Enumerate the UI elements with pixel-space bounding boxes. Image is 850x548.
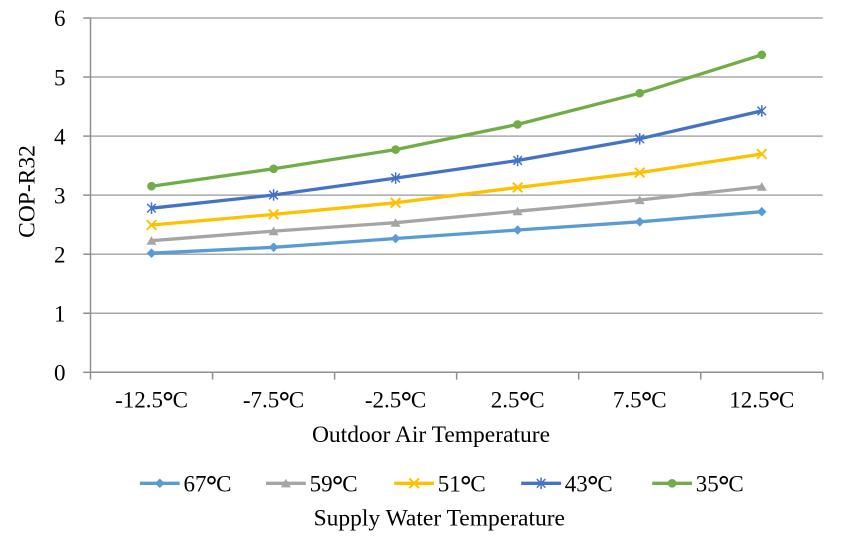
svg-text:C: C [289,388,304,413]
svg-text:C: C [216,472,231,497]
svg-text:C: C [173,388,188,413]
svg-text:C: C [411,388,426,413]
svg-text:51: 51 [438,472,461,497]
svg-text:C: C [529,388,544,413]
svg-text:Supply Water Temperature: Supply Water Temperature [314,505,565,531]
svg-text:67: 67 [184,472,207,497]
svg-text:43: 43 [565,472,588,497]
svg-text:6: 6 [54,6,66,31]
svg-text:5: 5 [54,65,66,90]
svg-text:-2.5: -2.5 [365,388,401,413]
svg-text:C: C [597,472,612,497]
svg-text:C: C [342,472,357,497]
svg-text:C: C [779,388,794,413]
svg-text:Outdoor Air Temperature: Outdoor Air Temperature [312,422,550,448]
svg-text:7.5: 7.5 [613,388,642,413]
svg-text:0: 0 [54,361,66,386]
svg-text:COP-R32: COP-R32 [15,145,41,238]
svg-text:35: 35 [696,472,719,497]
svg-text:3: 3 [54,183,66,208]
svg-text:1: 1 [54,301,66,326]
svg-text:-12.5: -12.5 [115,388,163,413]
svg-text:12.5: 12.5 [729,388,769,413]
svg-text:-7.5: -7.5 [243,388,279,413]
svg-text:2.5: 2.5 [491,388,520,413]
svg-text:C: C [651,388,666,413]
svg-text:2: 2 [54,242,66,267]
svg-text:C: C [728,472,743,497]
svg-text:59: 59 [310,472,333,497]
svg-text:4: 4 [54,124,66,149]
svg-text:C: C [470,472,485,497]
